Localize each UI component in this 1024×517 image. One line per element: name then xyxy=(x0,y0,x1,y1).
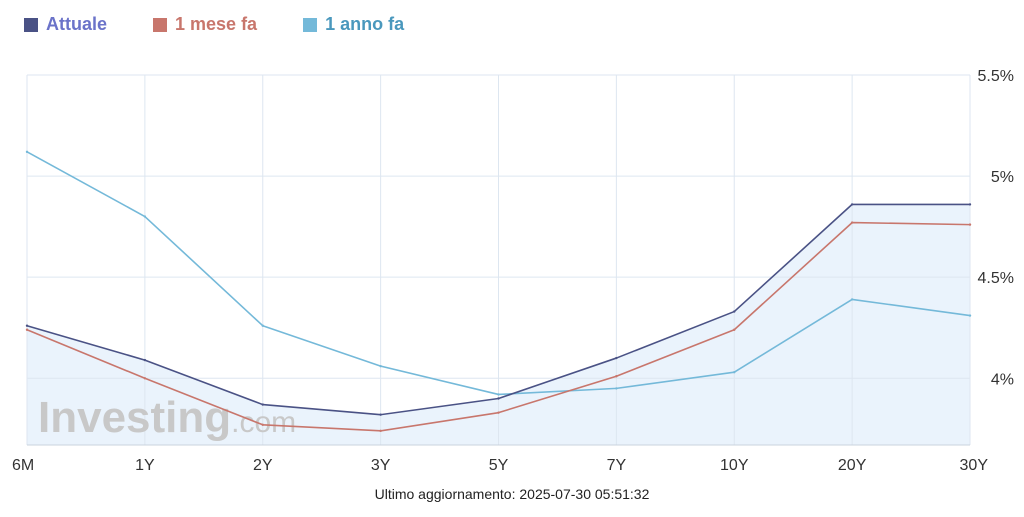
series-point-attuale-10y xyxy=(733,310,736,313)
series-point-1-mese-fa-3y xyxy=(379,429,382,433)
series-point-1-anno-fa-20y xyxy=(850,298,854,301)
series-point-attuale-7y xyxy=(615,356,618,360)
last-updated-label: Ultimo aggiornamento: xyxy=(374,486,516,502)
series-point-1-anno-fa-2y xyxy=(261,324,264,327)
legend-swatch-attuale xyxy=(24,17,38,32)
series-point-1-mese-fa-6m xyxy=(25,328,29,331)
series-point-attuale-2y xyxy=(261,403,264,406)
series-point-attuale-5y xyxy=(497,397,500,400)
x-tick-label-1y: 1Y xyxy=(135,457,155,474)
series-point-attuale-20y xyxy=(850,203,854,206)
legend-label-1-anno-fa: 1 anno fa xyxy=(325,14,405,34)
series-point-attuale-6m xyxy=(25,324,29,327)
series-point-1-anno-fa-30y xyxy=(968,314,972,317)
legend-item-1-mese-fa[interactable]: 1 mese fa xyxy=(153,14,257,35)
series-point-1-mese-fa-5y xyxy=(497,411,500,414)
legend-swatch-1-mese-fa xyxy=(153,17,168,32)
series-point-1-anno-fa-1y xyxy=(143,215,147,218)
x-tick-label-3y: 3Y xyxy=(371,457,391,474)
series-point-attuale-1y xyxy=(143,358,147,362)
series-point-1-anno-fa-3y xyxy=(379,364,382,368)
y-tick-label-0: 4% xyxy=(991,371,1014,388)
series-point-1-mese-fa-30y xyxy=(968,223,972,226)
x-tick-label-7y: 7Y xyxy=(607,457,627,474)
legend-label-attuale: Attuale xyxy=(46,14,108,34)
x-tick-label-2y: 2Y xyxy=(253,457,273,474)
last-updated: Ultimo aggiornamento: 2025-07-30 05:51:3… xyxy=(0,486,1024,502)
legend-label-1-mese-fa: 1 mese fa xyxy=(175,14,258,34)
watermark-logo: Investing.com xyxy=(38,393,296,442)
series-point-1-mese-fa-10y xyxy=(733,328,736,331)
x-tick-label-20y: 20Y xyxy=(838,457,867,474)
y-tick-label-3: 5.5% xyxy=(978,68,1014,85)
x-tick-label-10y: 10Y xyxy=(720,457,749,474)
legend: Attuale 1 mese fa 1 anno fa xyxy=(24,14,404,35)
watermark-brand: Investing xyxy=(38,393,231,442)
series-point-1-anno-fa-10y xyxy=(733,371,736,374)
legend-item-1-anno-fa[interactable]: 1 anno fa xyxy=(303,14,404,35)
series-point-1-mese-fa-2y xyxy=(261,423,264,426)
x-tick-label-30y: 30Y xyxy=(960,457,989,474)
series-point-1-mese-fa-7y xyxy=(615,375,618,378)
last-updated-timestamp: 2025-07-30 05:51:32 xyxy=(519,486,650,502)
series-point-1-mese-fa-1y xyxy=(143,377,147,380)
series-point-1-anno-fa-6m xyxy=(25,150,29,154)
y-tick-label-2: 5% xyxy=(991,169,1014,186)
series-point-1-mese-fa-20y xyxy=(850,221,854,224)
series-point-attuale-30y xyxy=(968,203,972,206)
series-point-1-anno-fa-5y xyxy=(497,393,500,396)
x-tick-label-5y: 5Y xyxy=(489,457,509,474)
legend-swatch-1-anno-fa xyxy=(303,17,318,32)
legend-item-attuale[interactable]: Attuale xyxy=(24,14,107,35)
series-point-attuale-3y xyxy=(379,413,382,416)
watermark-suffix: .com xyxy=(231,406,296,439)
series-point-1-anno-fa-7y xyxy=(615,387,618,390)
x-tick-label-6m: 6M xyxy=(12,457,34,474)
y-tick-label-1: 4.5% xyxy=(978,270,1014,287)
